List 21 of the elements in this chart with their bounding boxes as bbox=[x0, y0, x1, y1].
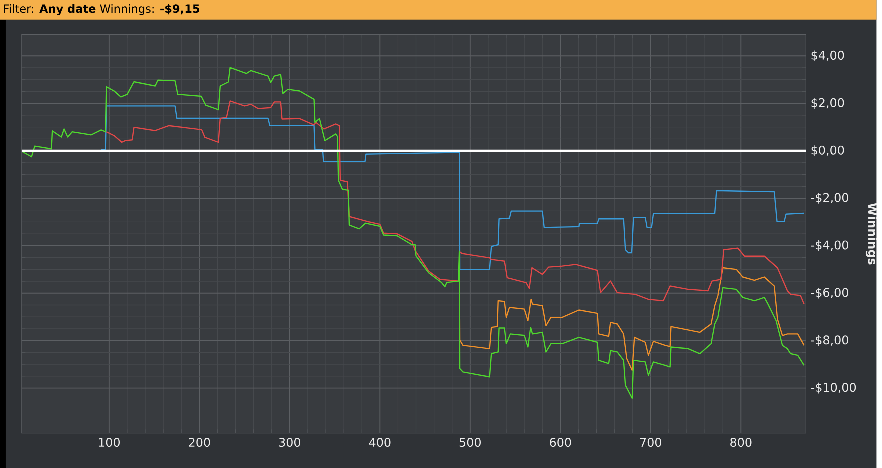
line-series bbox=[100, 106, 805, 270]
y-tick-label: $0,00 bbox=[812, 146, 844, 156]
y-tick-label: -$6,00 bbox=[811, 288, 848, 299]
y-axis-title: Winnings bbox=[866, 203, 878, 265]
x-tick-label: 100 bbox=[99, 438, 120, 447]
x-tick-label: 400 bbox=[369, 438, 391, 447]
y-tick-label: $2,00 bbox=[812, 98, 844, 109]
chart-title: Filter: Any date Winnings: -$9,15 bbox=[4, 4, 200, 16]
x-tick-label: 200 bbox=[189, 438, 210, 447]
x-tick-label: 600 bbox=[550, 438, 572, 447]
y-tick-label: -$2,00 bbox=[811, 193, 848, 204]
line-series bbox=[106, 100, 805, 305]
y-tick-label: -$4,00 bbox=[811, 240, 848, 252]
x-tick-label: 300 bbox=[279, 438, 300, 447]
line-series bbox=[22, 67, 805, 400]
x-tick-label: 800 bbox=[730, 438, 752, 447]
y-tick-label: -$8,00 bbox=[811, 335, 848, 346]
y-tick-label: $4,00 bbox=[812, 50, 844, 62]
x-tick-label: 700 bbox=[640, 438, 662, 447]
x-tick-label: 500 bbox=[460, 438, 481, 447]
y-tick-label: -$10,00 bbox=[811, 382, 856, 394]
